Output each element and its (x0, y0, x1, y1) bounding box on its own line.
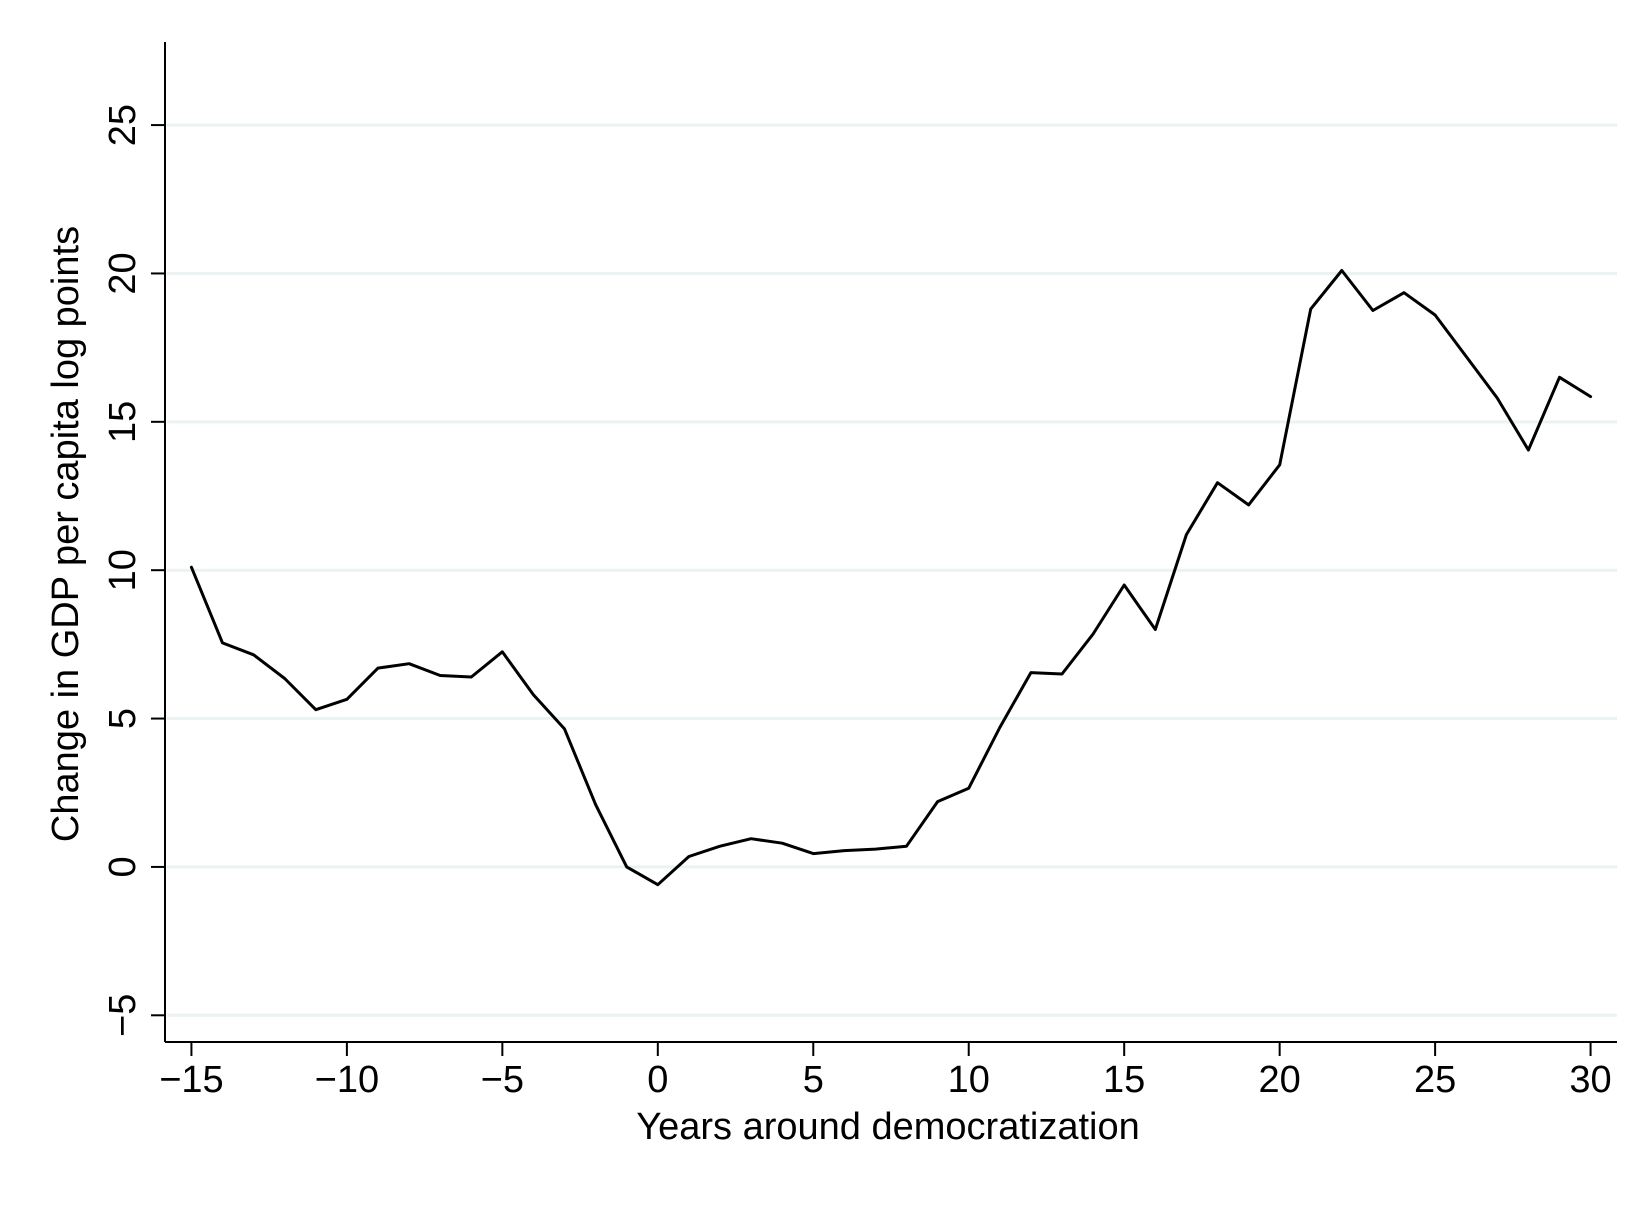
x-tick-label: 15 (1103, 1059, 1145, 1101)
y-tick-label: 25 (102, 104, 144, 146)
x-tick-label: 0 (647, 1059, 668, 1101)
tick-labels: −5 0 5 10 15 20 25 −15 −10 −5 0 5 10 15 20 25 30 (102, 104, 1612, 1101)
x-tick-label: 5 (803, 1059, 824, 1101)
series-layer (189, 269, 1593, 887)
y-tick-label: 0 (102, 856, 144, 877)
x-tick-label: 30 (1569, 1059, 1611, 1101)
y-tick-label: 20 (102, 252, 144, 294)
x-axis-title: Years around democratization (636, 1106, 1139, 1148)
x-tick-label: 20 (1259, 1059, 1301, 1101)
y-axis-title: Change in GDP per capita log points (45, 226, 87, 842)
x-tick-label: −10 (315, 1059, 379, 1101)
x-tick-label: 10 (948, 1059, 990, 1101)
axes (151, 42, 1617, 1056)
y-tick-label: 10 (102, 549, 144, 591)
x-tick-label: 25 (1414, 1059, 1456, 1101)
grid-lines (167, 123, 1617, 1017)
y-tick-label: 15 (102, 401, 144, 443)
y-tick-label: 5 (102, 708, 144, 729)
x-tick-label: −5 (481, 1059, 524, 1101)
y-tick-label: −5 (102, 994, 144, 1037)
x-tick-label: −15 (159, 1059, 223, 1101)
series-line (189, 269, 1593, 887)
